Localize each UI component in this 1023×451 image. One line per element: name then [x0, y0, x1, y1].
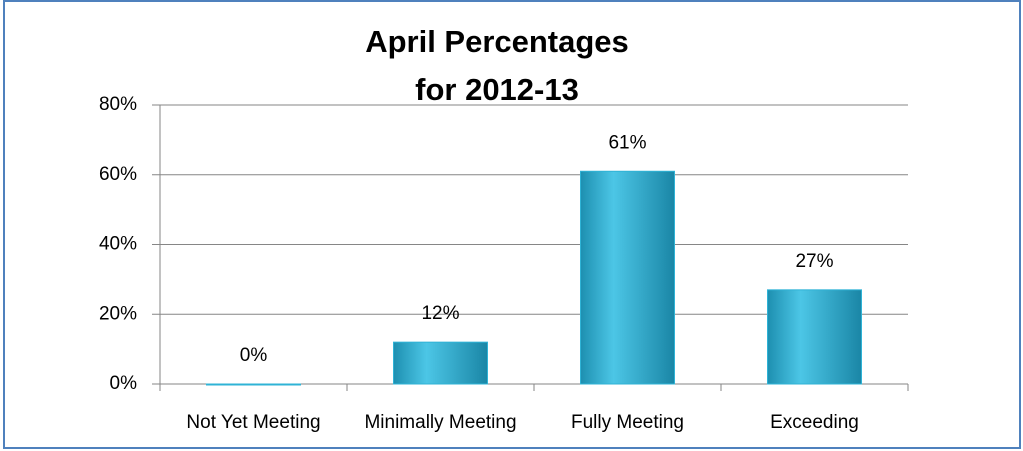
x-tick-label: Minimally Meeting [364, 412, 516, 433]
bar [206, 383, 301, 386]
value-label: 0% [240, 345, 268, 366]
bar [580, 170, 675, 385]
value-label: 12% [421, 303, 459, 324]
chart-title: April Percentages [365, 24, 629, 59]
x-tick-label: Exceeding [770, 412, 859, 433]
y-tick-label: 40% [99, 234, 137, 255]
x-tick-label: Fully Meeting [571, 412, 684, 433]
y-tick-label: 0% [110, 373, 138, 394]
x-tick-label: Not Yet Meeting [186, 412, 320, 433]
value-label: 61% [608, 132, 646, 153]
y-tick-label: 20% [99, 303, 137, 324]
y-tick-label: 60% [99, 164, 137, 185]
frame [3, 0, 1021, 449]
bar [767, 289, 862, 385]
chart-title: for 2012-13 [415, 72, 579, 107]
bar [393, 341, 488, 385]
y-tick-label: 80% [99, 94, 137, 115]
value-label: 27% [795, 251, 833, 272]
